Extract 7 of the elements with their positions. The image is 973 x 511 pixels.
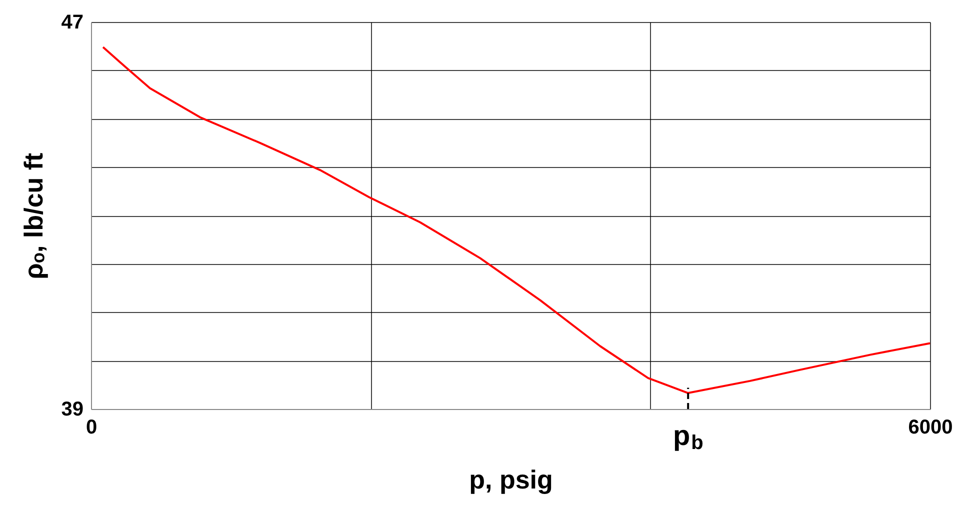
y-axis-title: ρₒ, lb/cu ft — [18, 152, 48, 280]
x-tick-label: 0 — [86, 416, 98, 438]
x-axis-title: p, psig — [469, 464, 553, 494]
x-tick-label: 6000 — [908, 416, 953, 438]
y-tick-label: 47 — [61, 12, 84, 34]
y-tick-label: 39 — [61, 398, 84, 420]
line-series — [102, 46, 931, 394]
